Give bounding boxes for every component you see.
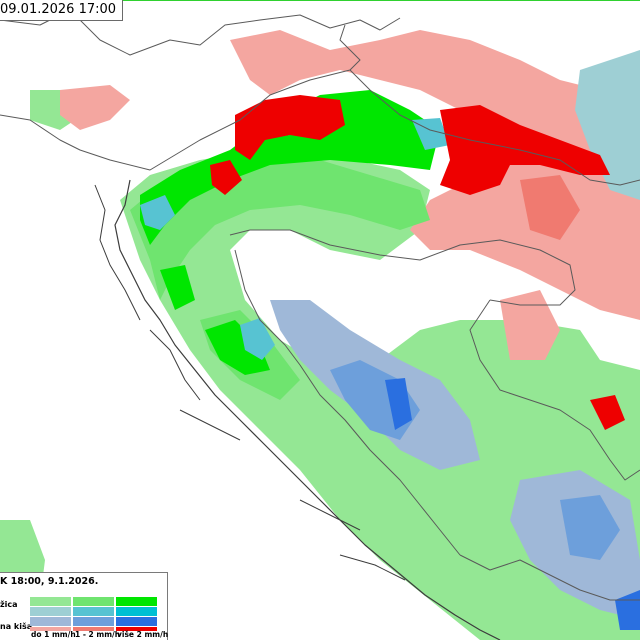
legend-col-label-1: 1 - 2 mm/h	[75, 630, 121, 639]
legend-swatch-r3-c1	[73, 627, 114, 631]
rain-heavy-south-patch	[205, 320, 270, 375]
legend-swatch-r2-c2	[116, 617, 157, 626]
sleet-moderate-se	[560, 495, 620, 560]
coastline-adriatic	[114, 179, 501, 640]
rain-heavy-west-patch	[160, 265, 195, 310]
freezing-heavy-west-patch	[210, 160, 242, 195]
border-bosnia-serbia	[469, 299, 640, 481]
legend-swatch-r1-c2	[116, 607, 157, 616]
border-croatia-bosnia-north	[229, 229, 576, 306]
precipitation-layer	[0, 30, 640, 640]
rain-heavy-band	[140, 90, 440, 245]
border-montenegro	[459, 554, 640, 601]
snow-moderate-west	[140, 195, 175, 230]
border-croatia-hungary	[349, 69, 640, 186]
legend-swatch-r1-c0	[30, 607, 71, 616]
freezing-light-east-patch	[500, 290, 560, 360]
precipitation-legend: K 18:00, 9.1.2026. žica na kiša" do 1 mm…	[0, 572, 168, 640]
snow-light-ne	[575, 50, 640, 200]
rain-moderate-band	[130, 160, 430, 300]
legend-swatch-r2-c1	[73, 617, 114, 626]
legend-swatch-r3-c2	[116, 627, 157, 631]
snow-moderate-south	[240, 318, 275, 360]
freezing-light-north-east	[230, 30, 640, 320]
border-croatia-bosnia-south	[234, 249, 461, 556]
legend-swatch-r3-c0	[30, 627, 71, 631]
legend-col-label-0: do 1 mm/h	[31, 630, 76, 639]
freezing-moderate-east	[520, 175, 580, 240]
island-krk-cres	[149, 329, 201, 401]
freezing-heavy-east-dot	[590, 395, 625, 430]
legend-swatch-r1-c1	[73, 607, 114, 616]
island-brac-hvar	[299, 499, 361, 531]
freezing-light-nw	[60, 85, 130, 130]
border-slovenia-austria	[0, 24, 361, 171]
legend-row-label-snow: žica	[0, 600, 18, 609]
legend-swatch-r0-c2	[116, 597, 157, 606]
coastline-istria	[94, 184, 141, 321]
timestamp-label: 09.01.2026 17:00	[0, 0, 124, 21]
legend-swatch-r0-c0	[30, 597, 71, 606]
island-pag	[179, 409, 241, 441]
legend-swatch-r0-c1	[73, 597, 114, 606]
sleet-heavy-patch	[385, 378, 412, 430]
island-korcula	[339, 554, 406, 581]
legend-col-label-2: više 2 mm/h	[117, 630, 169, 639]
legend-swatch-r2-c0	[30, 617, 71, 626]
freezing-heavy-north-west	[235, 95, 345, 160]
legend-row-label-freezing-rain: na kiša"	[0, 622, 37, 631]
freezing-heavy-north-east	[440, 105, 610, 195]
legend-title: K 18:00, 9.1.2026.	[0, 576, 99, 587]
